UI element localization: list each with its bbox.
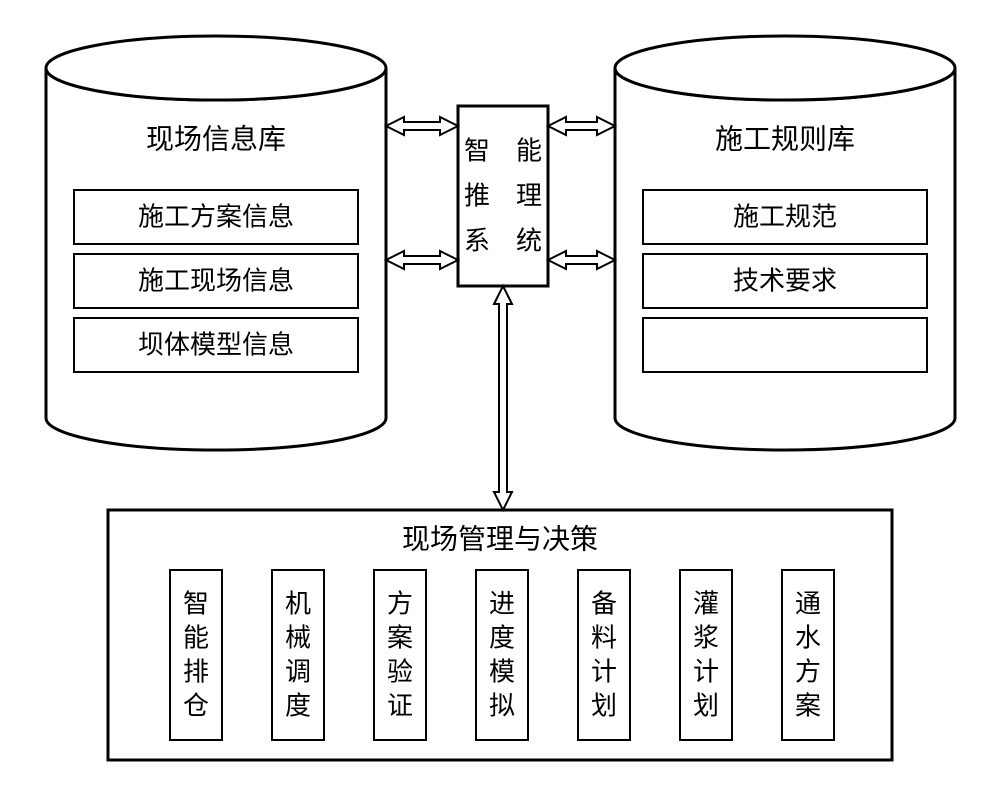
center-box-line-1: 推 理 [464, 182, 542, 211]
right-db-top [615, 36, 955, 100]
bottom-item-3-char-3: 拟 [489, 692, 515, 721]
bottom-item-6-char-3: 案 [795, 692, 821, 721]
bottom-item-4-char-0: 备 [591, 590, 617, 619]
bottom-item-3-char-0: 进 [489, 590, 515, 619]
arrow-left-top-to-center [386, 117, 458, 135]
bottom-item-6-char-0: 通 [795, 590, 821, 619]
bottom-item-5-char-0: 灌 [693, 590, 719, 619]
bottom-item-1-char-0: 机 [285, 590, 311, 619]
arrow-right-bot-to-center [548, 251, 615, 269]
bottom-item-6-char-2: 方 [795, 658, 821, 687]
left-db-item-2-label: 坝体模型信息 [138, 331, 294, 360]
arrow-left-bot-to-center [386, 251, 458, 269]
bottom-item-5-char-3: 划 [693, 692, 719, 721]
bottom-item-2-char-0: 方 [387, 590, 413, 619]
bottom-item-0-char-2: 排 [183, 658, 209, 687]
arrow-right-top-to-center [548, 117, 615, 135]
arrow-center-to-bottom [494, 286, 512, 510]
bottom-item-2-char-3: 证 [387, 692, 413, 721]
bottom-item-0-char-0: 智 [183, 590, 209, 619]
bottom-item-1-char-3: 度 [285, 692, 311, 721]
bottom-item-2-char-2: 验 [387, 658, 413, 687]
bottom-box-title: 现场管理与决策 [402, 524, 598, 556]
bottom-item-3-char-2: 模 [489, 658, 515, 687]
center-box: 智 能推 理系 统 [458, 106, 548, 286]
bottom-item-6-char-1: 水 [795, 624, 821, 653]
bottom-item-5-char-2: 计 [693, 658, 719, 687]
left-db-title: 现场信息库 [146, 124, 286, 156]
bottom-item-4-char-2: 计 [591, 658, 617, 687]
right-db-item-0-label: 施工规范 [733, 203, 837, 232]
bottom-item-1-char-1: 械 [285, 624, 311, 653]
bottom-item-5-char-1: 浆 [693, 624, 719, 653]
right-db-item-1-label: 技术要求 [733, 267, 837, 296]
bottom-item-4-char-1: 料 [591, 624, 617, 653]
bottom-box: 现场管理与决策智能排仓机械调度方案验证进度模拟备料计划灌浆计划通水方案 [108, 510, 892, 760]
bottom-item-0-char-1: 能 [183, 624, 209, 653]
right-db-item-2 [643, 318, 927, 372]
bottom-item-4-char-3: 划 [591, 692, 617, 721]
left-db-item-1-label: 施工现场信息 [138, 267, 294, 296]
bottom-item-0-char-3: 仓 [183, 692, 209, 721]
bottom-item-3-char-1: 度 [489, 624, 515, 653]
left-db-item-0-label: 施工方案信息 [138, 203, 294, 232]
bottom-item-1-char-2: 调 [285, 658, 311, 687]
right-db-title: 施工规则库 [715, 124, 855, 156]
bottom-item-2-char-1: 案 [387, 624, 413, 653]
left-db: 现场信息库施工方案信息施工现场信息坝体模型信息 [46, 36, 386, 450]
center-box-line-0: 智 能 [464, 137, 542, 166]
left-db-top [46, 36, 386, 100]
center-box-line-2: 系 统 [464, 227, 542, 256]
right-db: 施工规则库施工规范技术要求 [615, 36, 955, 450]
